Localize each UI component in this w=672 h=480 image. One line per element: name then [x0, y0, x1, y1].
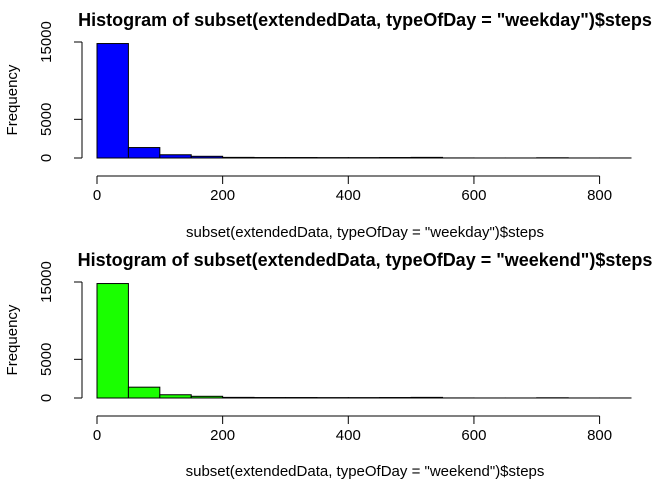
y-tick-label: 15000 [38, 261, 55, 303]
x-tick-label: 200 [210, 187, 235, 204]
x-tick-label: 200 [210, 427, 235, 444]
histogram-bar [96, 283, 129, 399]
y-tick-label: 5000 [38, 343, 55, 376]
x-tick-label: 600 [461, 427, 486, 444]
y-tick-label: 5000 [38, 103, 55, 136]
y-tick-label: 0 [38, 394, 55, 402]
x-tick-label: 0 [93, 187, 101, 204]
histogram-panel-1: Histogram of subset(extendedData, typeOf… [4, 10, 652, 241]
x-axis-label: subset(extendedData, typeOfDay = "weeken… [186, 463, 545, 480]
x-tick-label: 800 [587, 427, 612, 444]
histogram-panel-2: Histogram of subset(extendedData, typeOf… [4, 250, 652, 480]
chart-title: Histogram of subset(extendedData, typeOf… [78, 250, 653, 270]
x-tick-label: 400 [336, 427, 361, 444]
histogram-bar [127, 147, 161, 159]
chart-title: Histogram of subset(extendedData, typeOf… [78, 10, 652, 30]
x-tick-label: 0 [93, 427, 101, 444]
histogram-bar [96, 43, 129, 159]
x-tick-label: 600 [461, 187, 486, 204]
histogram-bar [127, 386, 161, 399]
x-tick-label: 800 [587, 187, 612, 204]
y-axis-label: Frequency [4, 304, 21, 375]
x-tick-label: 400 [336, 187, 361, 204]
x-axis-label: subset(extendedData, typeOfDay = "weekda… [186, 224, 544, 241]
y-tick-label: 0 [38, 154, 55, 162]
y-axis-label: Frequency [4, 64, 21, 135]
y-tick-label: 15000 [38, 21, 55, 63]
